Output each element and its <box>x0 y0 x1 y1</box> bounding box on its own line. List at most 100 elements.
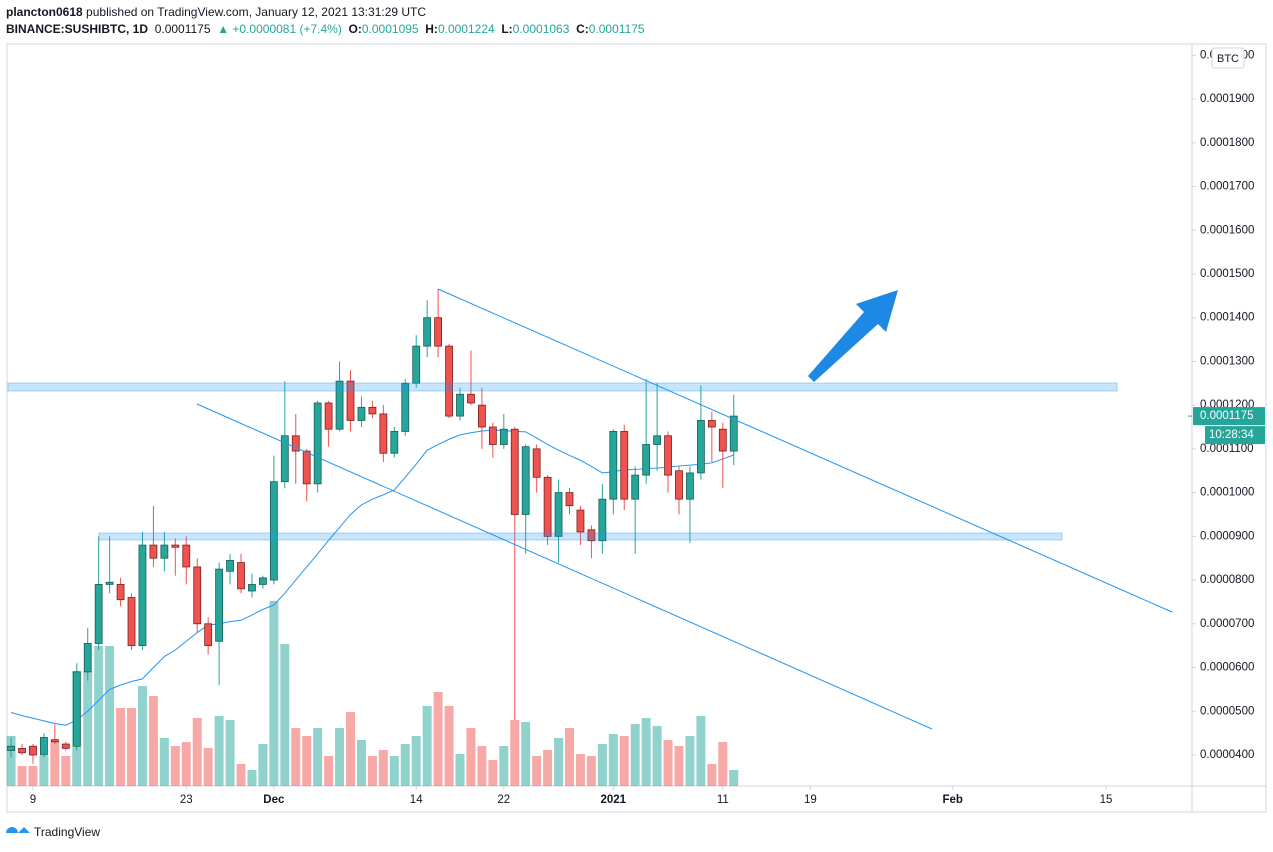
volume-bar <box>17 766 27 786</box>
x-tick-label: 23 <box>180 794 193 806</box>
y-tick-label: 0.0000900 <box>1200 530 1254 542</box>
volume-bar <box>630 724 640 786</box>
countdown: 10:28:34 <box>1209 429 1254 441</box>
volume-bar <box>718 742 728 786</box>
candle-body <box>204 623 213 647</box>
candle-body <box>269 481 278 581</box>
volume-bar <box>159 738 169 786</box>
candle-body <box>587 529 596 542</box>
y-tick-label: 0.0001500 <box>1200 268 1254 280</box>
volume-bar <box>411 736 421 786</box>
volume-bar <box>597 744 607 786</box>
candle-body <box>116 584 125 601</box>
brand: TradingView <box>34 825 100 839</box>
volume-bar <box>94 646 104 786</box>
volume-bar <box>389 756 399 786</box>
volume-bar <box>575 754 585 786</box>
volume-bar <box>335 728 345 786</box>
volume-bar <box>28 766 38 786</box>
candle-body <box>543 476 552 537</box>
y-tick-label: 0.0001100 <box>1200 443 1254 455</box>
volume-bar <box>466 728 476 786</box>
volume-bar <box>346 712 356 786</box>
y-tick-label: 0.0001700 <box>1200 181 1254 193</box>
candle-body <box>237 562 245 590</box>
volume-bar <box>39 756 49 786</box>
volume-bar <box>116 708 126 786</box>
candle-body <box>675 470 683 500</box>
candle-body <box>697 420 705 474</box>
y-tick-label: 0.0001900 <box>1200 93 1254 105</box>
y-tick-label: 0.0002000 <box>1200 49 1254 61</box>
volume-bar <box>148 696 158 786</box>
last-price-box <box>1193 407 1265 426</box>
candle-body <box>72 671 81 747</box>
candle-body <box>664 435 672 476</box>
candle-body <box>565 492 574 507</box>
y-tick-label: 0.0000800 <box>1200 574 1254 586</box>
last: 0.0001175 <box>154 22 211 36</box>
author: plancton0618 <box>6 5 83 19</box>
y-tick-label: 0.0000400 <box>1200 749 1254 761</box>
volume-bar <box>400 744 410 786</box>
publish-line: plancton0618 published on TradingView.co… <box>6 5 426 19</box>
trend-line-upper <box>437 288 1173 613</box>
volume-bar <box>105 646 115 786</box>
volume-bar <box>378 750 388 786</box>
candle-body <box>40 737 48 756</box>
volume-bar <box>641 718 651 786</box>
volume-bar <box>685 736 695 786</box>
volume-bar <box>586 756 596 786</box>
volume-bar <box>127 708 137 786</box>
published: published on TradingView.com, January 12… <box>86 5 427 19</box>
open: 0.0001095 <box>361 22 419 36</box>
y-tick-label: 0.0000700 <box>1200 618 1254 630</box>
arrow <box>808 290 898 382</box>
candle-body <box>61 743 70 749</box>
frame <box>6 43 1267 813</box>
candle-body <box>598 498 607 542</box>
candle-body <box>18 747 26 754</box>
volume-bar <box>477 746 487 786</box>
candle-body <box>478 404 486 428</box>
y-tick-label: 0.0001200 <box>1200 399 1254 411</box>
y-tick-label: 0.0000500 <box>1200 705 1254 717</box>
candle-body <box>521 446 530 515</box>
countdown-box <box>1205 426 1265 445</box>
candle-body <box>324 402 333 430</box>
volume-bar <box>729 770 739 786</box>
candle-body <box>686 472 694 500</box>
candle-body <box>390 430 399 454</box>
candle-body <box>83 643 92 673</box>
x-tick-label: 14 <box>410 794 423 806</box>
volume-bar <box>203 748 213 786</box>
high: 0.0001224 <box>437 22 495 36</box>
volume-bar <box>302 736 312 786</box>
logo <box>6 827 30 833</box>
volume-bar <box>696 716 706 786</box>
volume-bar <box>652 726 662 786</box>
volume-bar <box>258 744 268 786</box>
candle-body <box>532 448 541 478</box>
support-zone <box>98 532 1063 541</box>
c-label: C: <box>576 22 589 36</box>
volume-bar <box>192 718 202 786</box>
candle-body <box>346 380 355 421</box>
last-price-label: 0.0001175 <box>1200 410 1254 422</box>
candle-body <box>412 345 421 384</box>
volume-bar <box>554 738 564 786</box>
candle-body <box>193 566 202 625</box>
x-tick-label: 9 <box>30 794 36 806</box>
volume-bar <box>367 756 377 786</box>
volume-bar <box>214 716 224 786</box>
candle-body <box>138 544 147 647</box>
volume-bar <box>433 692 443 786</box>
candle-body <box>642 444 651 476</box>
volume-bar <box>324 756 334 786</box>
y-tick-label: 0.0000600 <box>1200 662 1254 674</box>
symbol: BINANCE:SUSHIBTC, 1D <box>6 22 149 36</box>
candle-body <box>499 428 508 445</box>
candle-body <box>335 380 344 430</box>
